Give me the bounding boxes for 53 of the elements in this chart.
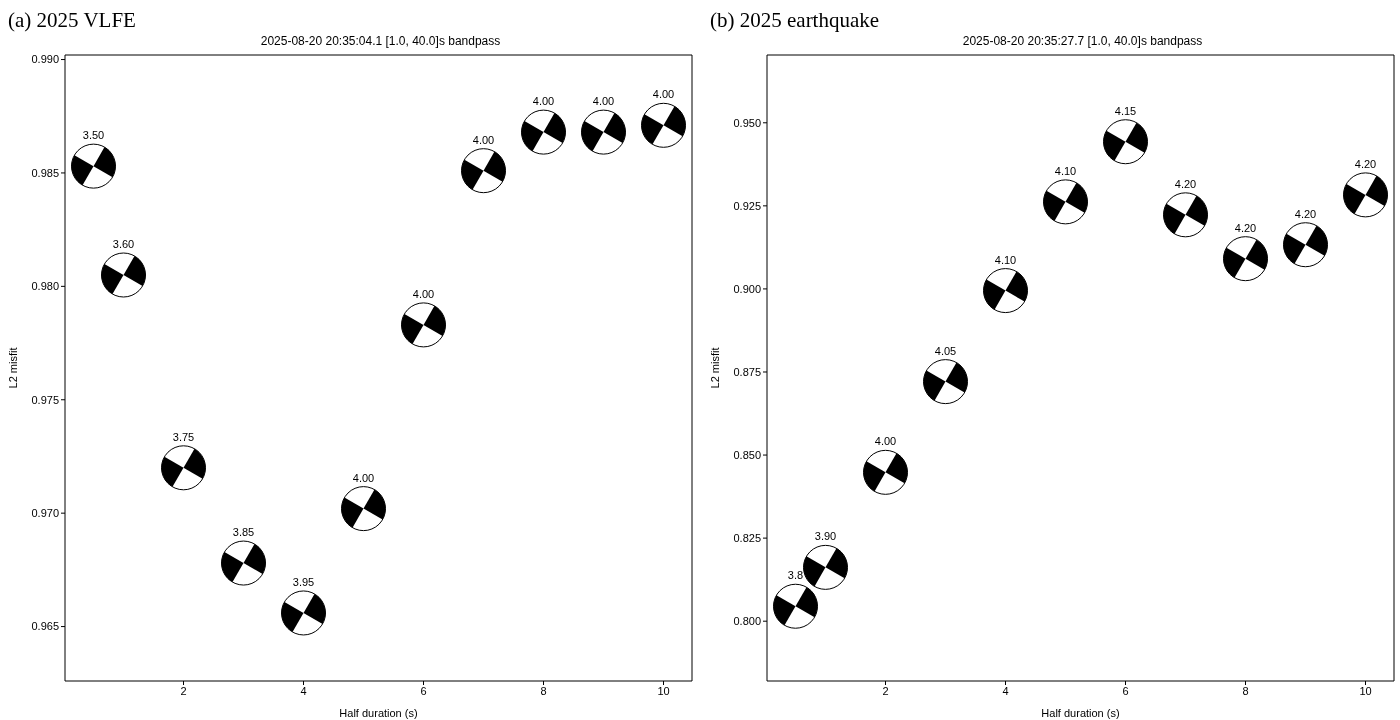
- y-tick-label: 0.850: [733, 448, 761, 461]
- x-tick-label: 8: [540, 684, 547, 697]
- annotation: 4.20: [1354, 157, 1377, 170]
- y-tick-label: 0.925: [733, 199, 761, 212]
- x-tick-label: 10: [657, 684, 670, 697]
- x-axis-title: Half duration (s): [1041, 707, 1120, 719]
- x-tick-label: 4: [300, 684, 307, 697]
- annotation: 3.8: [787, 569, 804, 582]
- y-tick-label: 0.965: [31, 620, 59, 633]
- annotation: 4.00: [874, 435, 897, 448]
- chart-subtitle: 2025-08-20 20:35:04.1 [1.0, 40.0]s bandpass: [259, 34, 502, 50]
- x-tick-label: 2: [882, 684, 889, 697]
- annotation: 3.60: [112, 238, 135, 251]
- x-tick-label: 10: [1359, 684, 1372, 697]
- annotation: 4.20: [1174, 177, 1197, 190]
- y-axis-title: L2 misfit: [708, 347, 721, 389]
- x-tick-label: 2: [180, 684, 187, 697]
- y-tick-label: 0.975: [31, 393, 59, 406]
- y-tick-label: 0.825: [733, 532, 761, 545]
- annotation: 3.85: [232, 526, 255, 539]
- chart-subtitle: 2025-08-20 20:35:27.7 [1.0, 40.0]s bandpass: [961, 34, 1204, 50]
- annotation: 4.05: [934, 344, 957, 357]
- annotation: 3.90: [814, 530, 837, 543]
- annotation: 3.50: [82, 129, 105, 142]
- annotation: 4.15: [1114, 104, 1137, 117]
- annotation: 4.10: [1054, 164, 1077, 177]
- y-tick-label: 0.875: [733, 365, 761, 378]
- annotation: 3.75: [172, 430, 195, 443]
- annotation: 4.00: [652, 88, 675, 101]
- annotation: 4.00: [352, 471, 375, 484]
- y-tick-label: 0.980: [31, 280, 59, 293]
- annotation: 4.20: [1234, 221, 1257, 234]
- annotation: 4.20: [1294, 207, 1317, 220]
- y-tick-label: 0.900: [733, 282, 761, 295]
- annotation: 4.00: [532, 95, 555, 108]
- y-tick-label: 0.800: [733, 615, 761, 628]
- annotation: 4.00: [472, 133, 495, 146]
- x-tick-label: 4: [1002, 684, 1009, 697]
- x-axis-title: Half duration (s): [339, 707, 418, 719]
- x-tick-label: 8: [1242, 684, 1249, 697]
- y-tick-label: 0.970: [31, 507, 59, 520]
- y-axis-title: L2 misfit: [6, 347, 19, 389]
- x-tick-label: 6: [420, 684, 427, 697]
- y-tick-label: 0.985: [31, 166, 59, 179]
- y-tick-label: 0.950: [733, 116, 761, 129]
- y-tick-label: 0.990: [31, 53, 59, 66]
- chart-title: (b) 2025 earthquake: [710, 8, 881, 34]
- x-tick-label: 6: [1122, 684, 1129, 697]
- annotation: 4.10: [994, 253, 1017, 266]
- annotation: 3.95: [292, 575, 315, 588]
- annotation: 4.00: [412, 287, 435, 300]
- annotation: 4.00: [592, 95, 615, 108]
- chart-title: (a) 2025 VLFE: [8, 8, 137, 34]
